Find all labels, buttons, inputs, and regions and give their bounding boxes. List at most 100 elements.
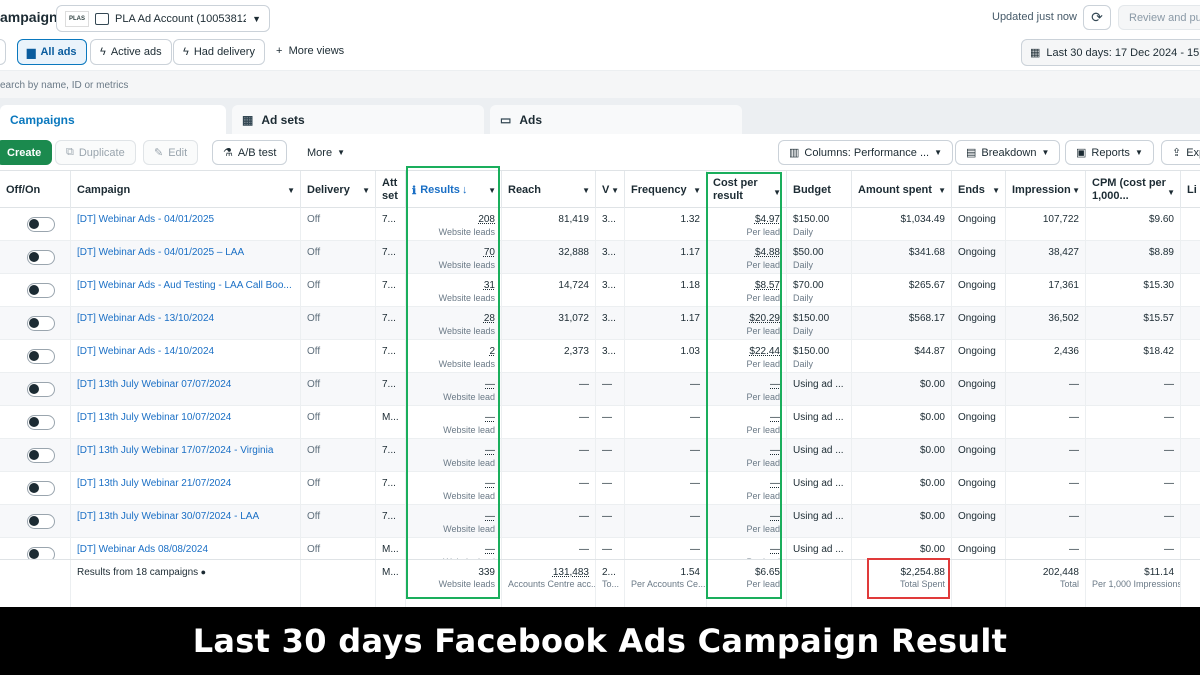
campaign-name-link[interactable]: [DT] 13th July Webinar 21/07/2024: [77, 478, 232, 489]
frequency-value: 1.17: [680, 313, 700, 324]
columns-button[interactable]: ▥ Columns: Performance ... ▼: [778, 140, 954, 165]
campaign-name-link[interactable]: [DT] Webinar Ads - 04/01/2025: [77, 214, 215, 225]
table-row[interactable]: [DT] 13th July Webinar 10/07/2024 Off M...…: [0, 406, 1200, 439]
campaign-name-link[interactable]: [DT] Webinar Ads 08/08/2024: [77, 544, 209, 555]
refresh-button[interactable]: ⟳: [1083, 5, 1111, 30]
column-header-label: Budget: [793, 184, 831, 196]
campaign-toggle[interactable]: [27, 250, 55, 265]
delivery-status: Off: [307, 247, 321, 258]
tab-campaigns[interactable]: Campaigns: [0, 105, 226, 134]
campaign-toggle[interactable]: [27, 382, 55, 397]
budget-value: Using ad ...: [793, 544, 844, 555]
create-button[interactable]: Create: [0, 140, 53, 165]
column-header-cpm[interactable]: CPM (cost per 1,000... ▼: [1086, 171, 1181, 209]
column-header-campaign[interactable]: Campaign ▼: [71, 171, 301, 209]
date-range-picker[interactable]: ▦ Last 30 days: 17 Dec 2024 - 15 J: [1021, 39, 1200, 66]
budget-value: $70.00: [793, 280, 824, 291]
column-header-v[interactable]: V ▼: [596, 171, 625, 209]
results-value: —: [485, 544, 495, 555]
search-input[interactable]: earch by name, ID or metrics: [0, 80, 129, 91]
column-header-reach[interactable]: Reach ▼: [502, 171, 596, 209]
campaign-name-link[interactable]: [DT] 13th July Webinar 07/07/2024: [77, 379, 232, 390]
campaign-toggle[interactable]: [27, 283, 55, 298]
column-header-budget[interactable]: Budget: [787, 171, 852, 209]
views-value: —: [602, 478, 612, 489]
chevron-down-icon: ▼: [611, 186, 619, 195]
campaign-name-link[interactable]: [DT] Webinar Ads - 04/01/2025 – LAA: [77, 247, 245, 258]
column-header-cost-per-result[interactable]: Cost per result ▼: [707, 171, 787, 209]
column-header-impression[interactable]: Impression ▼: [1006, 171, 1086, 209]
column-header-results[interactable]: ℹ Results ↓ ▼: [406, 171, 502, 209]
campaign-name-link[interactable]: [DT] 13th July Webinar 17/07/2024 - Virg…: [77, 445, 274, 456]
all-ads-view[interactable]: ▆ All ads: [17, 39, 87, 65]
active-ads-view[interactable]: ϟ Active ads: [90, 39, 172, 65]
table-row[interactable]: [DT] 13th July Webinar 21/07/2024 Off 7...…: [0, 472, 1200, 505]
cost-per-result-value: —: [770, 379, 780, 390]
column-header-attribution[interactable]: Att set: [376, 171, 406, 209]
table-row[interactable]: [DT] 13th July Webinar 30/07/2024 - LAA O…: [0, 505, 1200, 538]
table-row[interactable]: [DT] 13th July Webinar 17/07/2024 - Virg…: [0, 439, 1200, 472]
review-and-publish-button[interactable]: Review and pub: [1118, 5, 1200, 30]
ad-account-select[interactable]: PLAS PLA Ad Account (10053812... ▼: [56, 5, 270, 32]
campaign-toggle[interactable]: [27, 217, 55, 232]
campaign-name-link[interactable]: [DT] 13th July Webinar 10/07/2024: [77, 412, 232, 423]
breakdown-button[interactable]: ▤ Breakdown ▼: [955, 140, 1061, 165]
edit-button[interactable]: ✎ Edit: [143, 140, 199, 165]
table-row[interactable]: [DT] Webinar Ads - 04/01/2025 Off 7... 208 W…: [0, 208, 1200, 241]
attribution-setting: 7...: [382, 511, 396, 522]
chevron-down-icon: ▼: [693, 186, 701, 195]
attribution-setting: M...: [382, 412, 399, 423]
amount-spent-value: $1,034.49: [900, 214, 946, 225]
amount-spent-value: $0.00: [919, 478, 945, 489]
table-row[interactable]: [DT] Webinar Ads - 14/10/2024 Off 7... 2 Web…: [0, 340, 1200, 373]
ab-test-button[interactable]: ⚗ A/B test: [212, 140, 288, 165]
campaign-toggle[interactable]: [27, 481, 55, 496]
amount-spent-value: $0.00: [919, 511, 945, 522]
had-delivery-view[interactable]: ϟ Had delivery: [173, 39, 265, 65]
campaign-toggle[interactable]: [27, 415, 55, 430]
tab-ad-sets[interactable]: ▦ Ad sets: [232, 105, 484, 134]
campaign-name-link[interactable]: [DT] Webinar Ads - Aud Testing - LAA Cal…: [77, 280, 292, 291]
campaign-name-link[interactable]: [DT] 13th July Webinar 30/07/2024 - LAA: [77, 511, 260, 522]
column-header-offon[interactable]: Off/On: [0, 171, 71, 209]
reports-button[interactable]: ▣ Reports ▼: [1065, 140, 1154, 165]
cost-per-result-type: Per lead: [746, 524, 780, 534]
column-header-ends[interactable]: Ends ▼: [952, 171, 1006, 209]
campaign-name-link[interactable]: [DT] Webinar Ads - 13/10/2024: [77, 313, 215, 324]
search-bar[interactable]: earch by name, ID or metrics: [0, 70, 1200, 98]
ends-value: Ongoing: [958, 280, 996, 291]
more-label: More: [307, 146, 333, 159]
more-button[interactable]: More ▼: [296, 140, 356, 165]
more-views-button[interactable]: + More views: [276, 45, 344, 57]
info-icon[interactable]: ●: [198, 567, 207, 577]
views-value: 3...: [602, 346, 616, 357]
campaign-toggle[interactable]: [27, 316, 55, 331]
amount-spent-value: $0.00: [919, 412, 945, 423]
table-row[interactable]: [DT] Webinar Ads - 04/01/2025 – LAA Off 7.…: [0, 241, 1200, 274]
cpm-value: $18.42: [1143, 346, 1174, 357]
column-header-frequency[interactable]: Frequency ▼: [625, 171, 707, 209]
impression-value: —: [1069, 511, 1079, 522]
table-row[interactable]: [DT] Webinar Ads - Aud Testing - LAA Cal…: [0, 274, 1200, 307]
campaign-toggle[interactable]: [27, 349, 55, 364]
tab-ads[interactable]: ▭ Ads: [490, 105, 742, 134]
more-views-label: More views: [288, 45, 345, 57]
table-row[interactable]: [DT] Webinar Ads - 13/10/2024 Off 7... 28 We…: [0, 307, 1200, 340]
filter-button[interactable]: [0, 39, 6, 65]
ad-icon: ▭: [500, 112, 512, 127]
export-button[interactable]: ⇪ Exp: [1161, 140, 1200, 165]
budget-type: Daily: [793, 326, 814, 336]
duplicate-button[interactable]: ⧉ Duplicate: [55, 140, 136, 165]
column-header-li[interactable]: Li: [1181, 171, 1200, 209]
cpm-value: $15.57: [1143, 313, 1174, 324]
table-row[interactable]: [DT] 13th July Webinar 07/07/2024 Off 7...…: [0, 373, 1200, 406]
duplicate-label: Duplicate: [78, 146, 125, 159]
campaign-toggle[interactable]: [27, 547, 55, 562]
campaign-toggle[interactable]: [27, 448, 55, 463]
column-header-amount-spent[interactable]: Amount spent ▼: [852, 171, 952, 209]
campaign-toggle[interactable]: [27, 514, 55, 529]
delivery-status: Off: [307, 313, 321, 324]
cost-per-result-type: Per lead: [746, 425, 780, 435]
campaign-name-link[interactable]: [DT] Webinar Ads - 14/10/2024: [77, 346, 215, 357]
column-header-delivery[interactable]: Delivery ▼: [301, 171, 376, 209]
